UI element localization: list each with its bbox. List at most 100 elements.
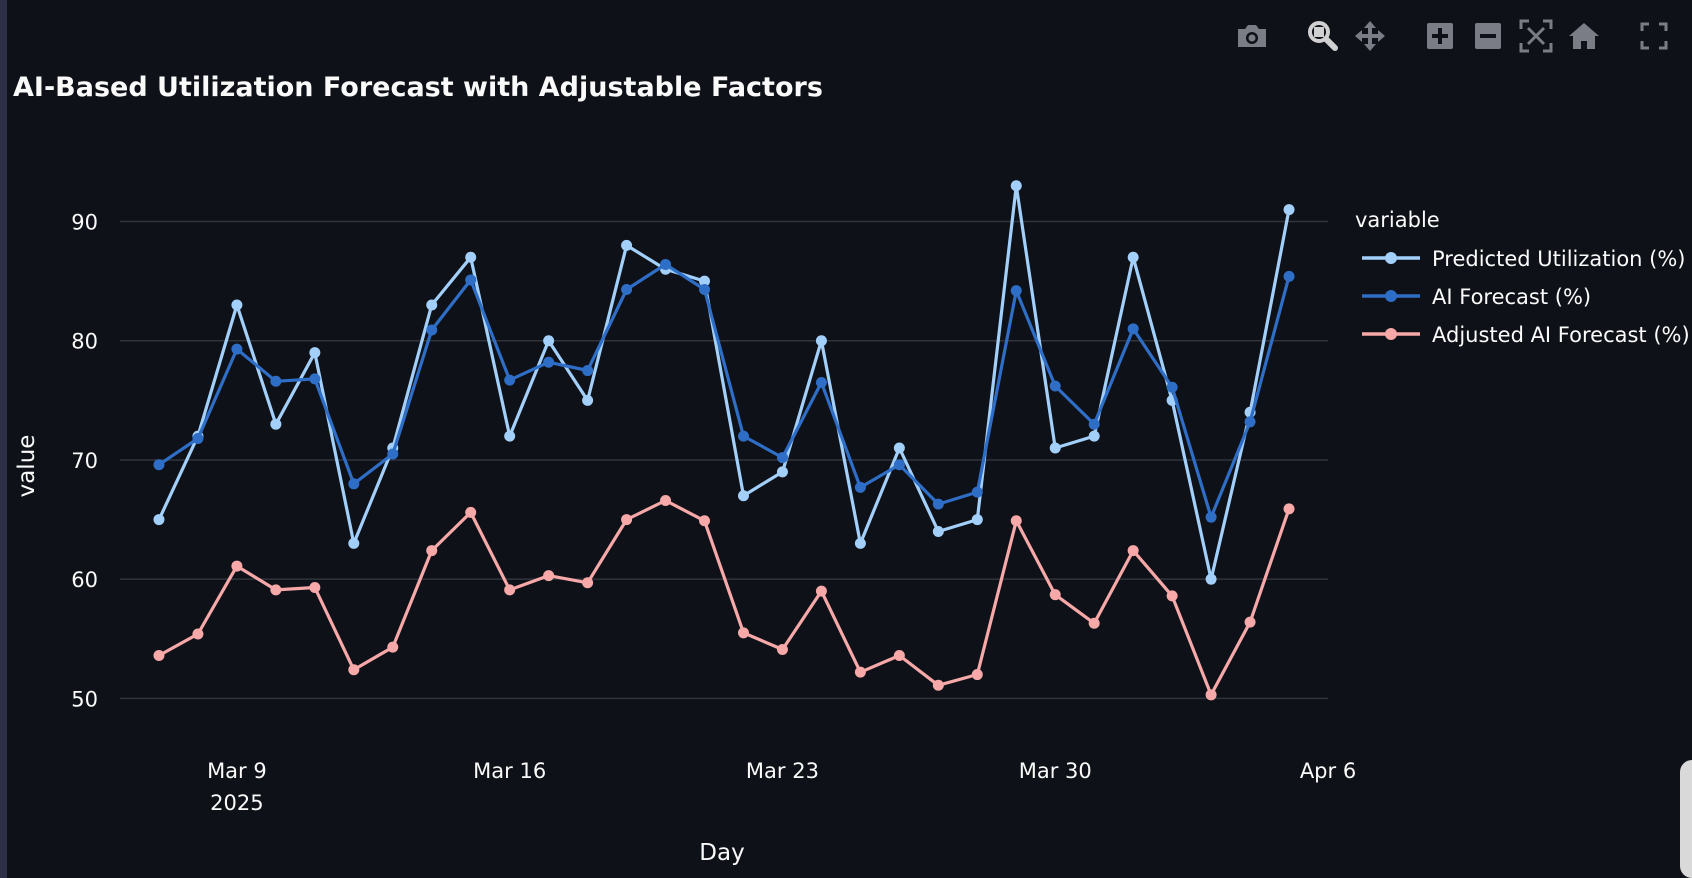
data-point [1049,442,1061,454]
data-point [776,466,788,478]
data-point [621,514,633,526]
data-point [660,258,672,270]
data-point [737,490,749,502]
data-point [426,299,438,311]
data-point [699,515,711,527]
data-point [776,452,788,464]
data-point [893,459,905,471]
data-point [582,365,594,377]
data-point [504,374,516,386]
data-point [543,570,555,582]
data-point [893,442,905,454]
left-window-edge [0,0,7,878]
data-point [660,494,672,506]
data-point [1049,589,1061,601]
data-point [854,481,866,493]
data-point [153,459,165,471]
legend-swatch-marker [1385,252,1397,264]
data-point [1244,416,1256,428]
data-point [426,545,438,557]
data-point [621,239,633,251]
x-tick-label: Mar 9 [207,759,267,783]
home-icon[interactable] [1564,16,1604,56]
data-point [815,376,827,388]
zoom-icon[interactable] [1302,16,1342,56]
x-tick-label: Mar 23 [746,759,819,783]
data-point [270,375,282,387]
data-point [932,498,944,510]
data-point [465,274,477,286]
x-tick-label: Mar 30 [1019,759,1092,783]
data-point [153,649,165,661]
data-point [270,418,282,430]
data-point [699,275,711,287]
data-point [737,627,749,639]
fullscreen-icon[interactable] [1634,16,1674,56]
data-point [932,679,944,691]
data-point [1283,204,1295,216]
data-point [854,666,866,678]
legend-swatch-marker [1385,290,1397,302]
data-point [1088,418,1100,430]
y-tick-label: 90 [71,211,98,235]
y-tick-label: 80 [71,330,98,354]
data-point [1010,285,1022,297]
data-point [971,669,983,681]
data-point [1049,380,1061,392]
data-point [1010,180,1022,192]
y-tick-label: 50 [71,687,98,711]
y-tick-label: 60 [71,568,98,592]
data-point [387,641,399,653]
scroll-handle[interactable] [1680,760,1692,878]
data-point [309,347,321,359]
data-point [504,584,516,596]
data-point [1127,323,1139,335]
data-point [348,537,360,549]
data-point [815,335,827,347]
y-tick-label: 70 [71,449,98,473]
data-point [815,585,827,597]
data-point [309,582,321,594]
data-point [348,478,360,490]
data-point [270,584,282,596]
data-point [153,514,165,526]
data-point [1127,545,1139,557]
legend: Predicted Utilization (%) AI Forecast (%)… [1362,247,1690,347]
data-point [737,430,749,442]
legend-title: variable [1355,208,1440,232]
data-point [543,335,555,347]
y-axis-title: value [14,435,40,498]
legend-item-label: Predicted Utilization (%) [1432,247,1686,271]
data-point [971,514,983,526]
data-point [1283,270,1295,282]
data-point [621,283,633,295]
data-point [776,644,788,656]
data-point [1010,515,1022,527]
data-point [971,486,983,498]
x-axis-title: Day [699,840,744,866]
series-line-2 [158,262,1291,519]
legend-item-label: AI Forecast (%) [1432,285,1591,309]
zoom-in-icon[interactable] [1420,16,1460,56]
series-line-1 [157,184,1291,581]
autoscale-icon[interactable] [1516,16,1556,56]
data-point [192,628,204,640]
data-point [231,343,243,355]
data-point [1244,616,1256,628]
plot-toolbar [1224,16,1674,56]
data-point [582,577,594,589]
data-point [1088,617,1100,629]
camera-icon[interactable] [1232,16,1272,56]
data-point [1127,251,1139,263]
data-point [348,664,360,676]
data-point [1205,511,1217,523]
data-point [1166,590,1178,602]
legend-item-label: Adjusted AI Forecast (%) [1432,323,1690,347]
data-point [893,649,905,661]
x-tick-label: Mar 16 [473,759,546,783]
pan-icon[interactable] [1350,16,1390,56]
zoom-out-icon[interactable] [1468,16,1508,56]
data-point [231,299,243,311]
data-point [465,506,477,518]
